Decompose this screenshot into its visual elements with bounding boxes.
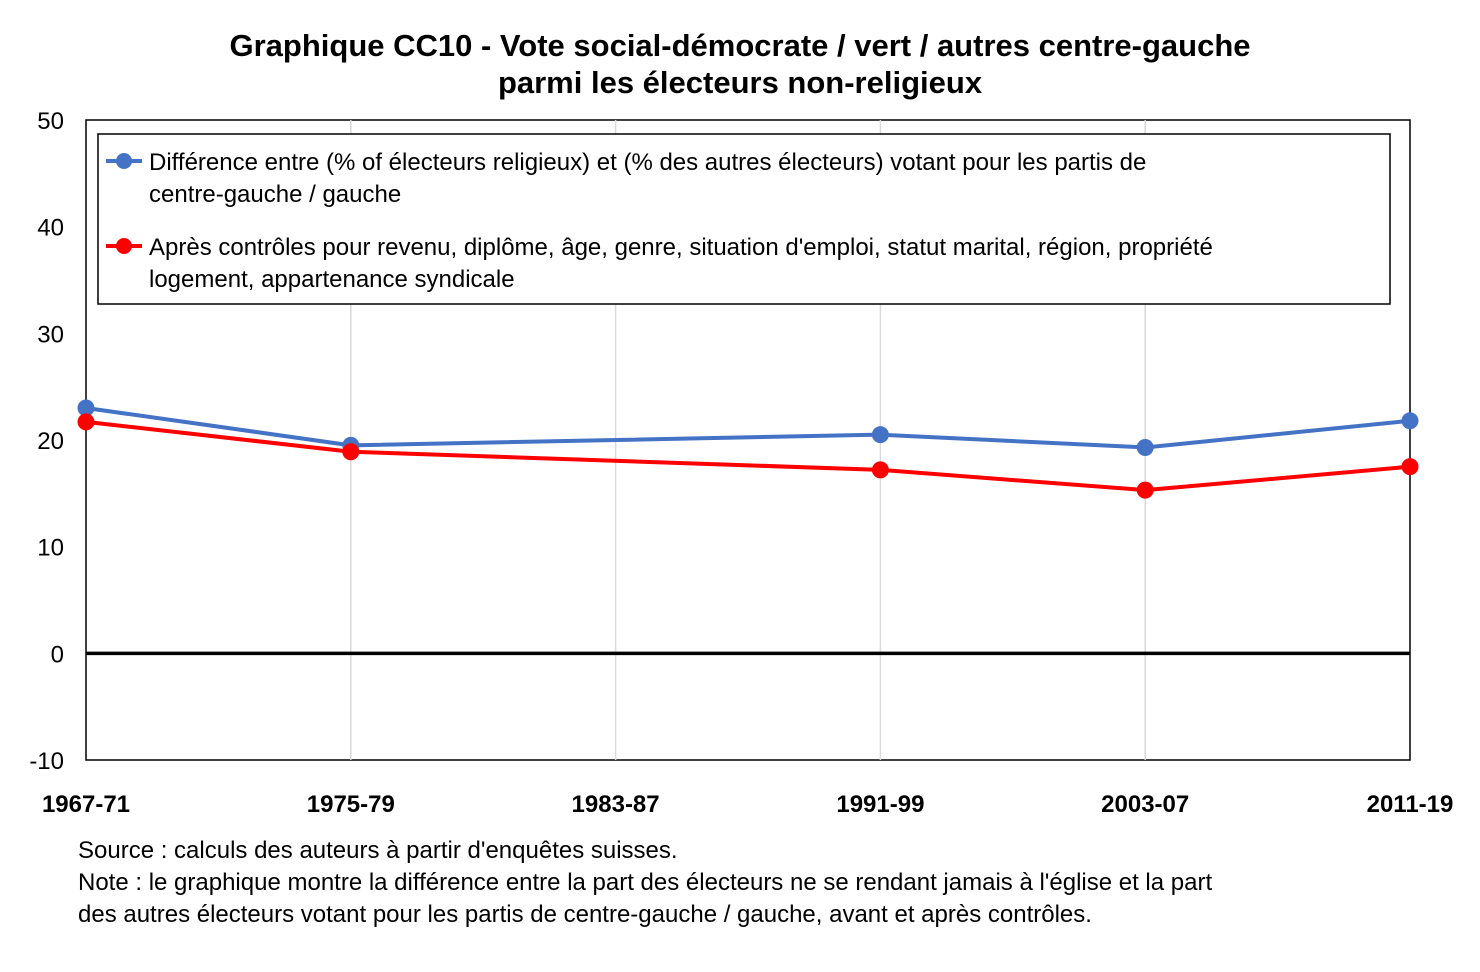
legend: Différence entre (% of électeurs religie… bbox=[97, 133, 1391, 305]
series-1-point-2011-19 bbox=[1401, 458, 1419, 476]
chart-title-line-2: parmi les électeurs non-religieux bbox=[498, 65, 983, 100]
x-axis: 1967-71 1975-79 1983-87 1991-99 2003-07 2011-… bbox=[42, 791, 1453, 818]
series-1-point-1967-71 bbox=[77, 413, 95, 431]
y-tick-label: 50 bbox=[37, 108, 64, 135]
legend-swatch-marker-blue bbox=[116, 153, 132, 169]
y-tick-label: -10 bbox=[29, 748, 64, 775]
series-group bbox=[77, 399, 1419, 499]
x-tick-label: 1983-87 bbox=[572, 791, 660, 818]
legend-box bbox=[97, 133, 1391, 305]
note-text-line-2: des autres électeurs votant pour les par… bbox=[78, 901, 1092, 928]
note-text-line-1: Note : le graphique montre la différence… bbox=[78, 869, 1212, 896]
x-tick-label: 2011-19 bbox=[1367, 791, 1454, 818]
y-tick-label: 40 bbox=[37, 215, 64, 242]
legend-label-blue-line-2: centre-gauche / gauche bbox=[149, 181, 401, 208]
legend-label-red-line-2: logement, appartenance syndicale bbox=[149, 266, 515, 293]
series-1-point-2003-07 bbox=[1136, 481, 1154, 499]
y-tick-label: 10 bbox=[37, 535, 64, 562]
chart-title-line-1: Graphique CC10 - Vote social-démocrate /… bbox=[229, 28, 1250, 63]
source-text: Source : calculs des auteurs à partir d'… bbox=[78, 837, 678, 864]
series-0-point-1967-71 bbox=[77, 399, 95, 417]
series-0-point-2003-07 bbox=[1136, 438, 1154, 456]
series-0-point-1991-99 bbox=[871, 426, 889, 444]
y-tick-label: 20 bbox=[37, 428, 64, 455]
legend-swatch-marker-red bbox=[116, 238, 132, 254]
x-tick-label: 1975-79 bbox=[307, 791, 395, 818]
series-0-point-2011-19 bbox=[1401, 412, 1419, 430]
x-tick-label: 1967-71 bbox=[42, 791, 130, 818]
y-tick-label: 0 bbox=[51, 641, 64, 668]
series-1-point-1975-79 bbox=[342, 443, 360, 461]
x-tick-label: 2003-07 bbox=[1101, 791, 1189, 818]
x-tick-label: 1991-99 bbox=[836, 791, 924, 818]
y-axis: 50 40 30 20 10 0 -10 bbox=[29, 108, 64, 775]
legend-label-blue-line-1: Différence entre (% of électeurs religie… bbox=[149, 149, 1146, 176]
series-1-point-1991-99 bbox=[871, 461, 889, 479]
legend-label-red-line-1: Après contrôles pour revenu, diplôme, âg… bbox=[149, 234, 1213, 261]
y-tick-label: 30 bbox=[37, 321, 64, 348]
